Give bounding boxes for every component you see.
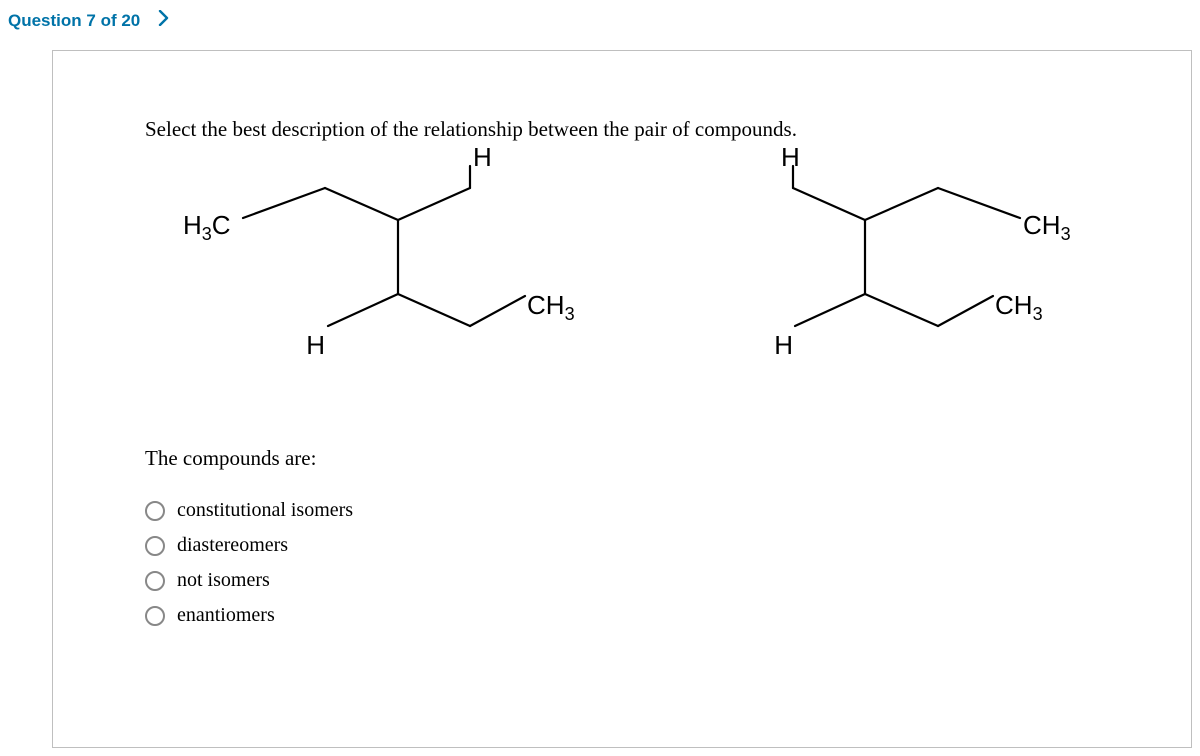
sub-prompt: The compounds are: — [145, 446, 1161, 471]
svg-text:H: H — [774, 330, 793, 360]
choice-3[interactable]: enantiomers — [145, 604, 1161, 627]
question-header: Question 7 of 20 — [0, 0, 1200, 42]
next-question-chevron[interactable] — [158, 10, 170, 32]
molecule-right: HCH3HCH3 — [725, 146, 1185, 381]
svg-text:CH3: CH3 — [995, 290, 1043, 324]
question-prompt: Select the best description of the relat… — [145, 117, 1161, 142]
radio-icon — [145, 571, 165, 591]
choice-label: enantiomers — [177, 604, 275, 627]
choice-label: constitutional isomers — [177, 499, 353, 522]
question-number: Question 7 of 20 — [8, 11, 140, 31]
svg-text:H: H — [473, 142, 492, 172]
molecule-left: H3CHHCH3 — [165, 146, 625, 381]
svg-text:CH3: CH3 — [1023, 210, 1071, 244]
choice-1[interactable]: diastereomers — [145, 534, 1161, 557]
chevron-right-icon — [158, 10, 170, 26]
choice-label: diastereomers — [177, 534, 288, 557]
choice-label: not isomers — [177, 569, 270, 592]
radio-icon — [145, 536, 165, 556]
choice-2[interactable]: not isomers — [145, 569, 1161, 592]
radio-icon — [145, 606, 165, 626]
molecule-svg: H3CHHCH3 — [165, 146, 625, 376]
choice-0[interactable]: constitutional isomers — [145, 499, 1161, 522]
radio-icon — [145, 501, 165, 521]
compounds-figure: H3CHHCH3 HCH3HCH3 — [145, 146, 1161, 406]
svg-text:CH3: CH3 — [527, 290, 575, 324]
question-content: Select the best description of the relat… — [145, 117, 1161, 639]
question-panel: Select the best description of the relat… — [52, 50, 1192, 748]
svg-text:H: H — [781, 142, 800, 172]
svg-text:H3C: H3C — [183, 210, 231, 244]
svg-text:H: H — [306, 330, 325, 360]
molecule-svg: HCH3HCH3 — [725, 146, 1185, 376]
answer-choices: constitutional isomers diastereomers not i… — [145, 499, 1161, 627]
